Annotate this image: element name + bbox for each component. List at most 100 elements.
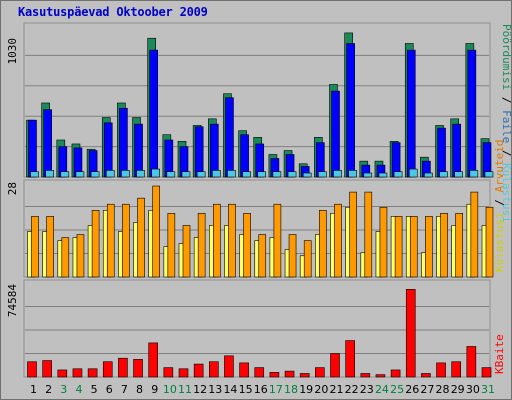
bars-layer [26, 32, 494, 378]
bar-kulastusi-top [287, 171, 297, 178]
y-max-label-middle: 28 [6, 182, 19, 195]
bar-kulastusi-top [408, 168, 418, 178]
bar-faile [467, 49, 477, 178]
legend-bottom: KBaite [493, 334, 506, 374]
bar-kbaite [451, 361, 462, 378]
x-tick-label: 9 [151, 383, 158, 396]
bar-arvuteid [228, 203, 236, 278]
x-tick-label: 27 [420, 383, 434, 396]
bar-arvuteid [76, 234, 85, 278]
bar-kbaite [133, 359, 143, 378]
bar-arvuteid [46, 216, 54, 278]
x-tick-label: 12 [193, 383, 207, 396]
x-tick-label: 6 [106, 383, 113, 396]
bar-kbaite [193, 363, 204, 378]
bar-kbaite [466, 346, 477, 378]
bar-kbaite [421, 373, 431, 378]
legend-top: Pöördumisi / Faile / Külastusi [500, 24, 512, 223]
x-tick-label: 3 [60, 383, 67, 396]
bar-kbaite [284, 370, 295, 378]
bar-kulastusi-top [348, 170, 357, 178]
bar-faile [43, 109, 52, 178]
bar-kulastusi-top [424, 172, 433, 178]
bar-kbaite [299, 373, 310, 378]
x-tick-label: 18 [284, 383, 298, 396]
legend-separator: / [500, 143, 512, 163]
bar-arvuteid [91, 209, 100, 278]
x-tick-label: 21 [330, 383, 344, 396]
legend-item: Külastusi [500, 163, 512, 223]
bar-kulastusi-top [318, 171, 327, 178]
bar-kbaite [390, 369, 401, 378]
y-max-label-bottom: 74584 [6, 284, 19, 317]
bar-kulastusi-top [439, 171, 448, 178]
x-tick-label: 2 [45, 383, 52, 396]
bar-kbaite [239, 362, 249, 378]
bar-arvuteid [440, 213, 448, 278]
bar-kbaite [315, 367, 325, 378]
bar-kulastusi-top [469, 170, 479, 178]
x-tick-label: 22 [345, 383, 359, 396]
bar-arvuteid [182, 225, 191, 278]
bar-arvuteid [61, 237, 70, 278]
y-max-label-top: 1030 [6, 38, 19, 65]
bar-kulastusi-top [45, 170, 54, 178]
bar-faile [406, 49, 416, 178]
bar-kbaite [405, 289, 416, 378]
bar-arvuteid [273, 203, 282, 278]
bar-kbaite [254, 367, 265, 378]
bar-faile [240, 134, 249, 178]
bar-kbaite [330, 353, 340, 378]
bar-arvuteid [288, 234, 297, 278]
bar-arvuteid [31, 216, 39, 278]
bar-kulastusi-top [151, 168, 160, 178]
panel-bottom-background [23, 279, 491, 378]
x-tick-label: 15 [239, 383, 253, 396]
bar-arvuteid [137, 197, 145, 278]
x-tick-label: 19 [299, 383, 313, 396]
x-tick-label: 28 [436, 383, 450, 396]
bar-arvuteid [122, 203, 130, 278]
bar-faile [149, 49, 158, 178]
bar-arvuteid [425, 216, 433, 278]
bar-arvuteid [364, 191, 373, 278]
x-tick-label: 26 [405, 383, 419, 396]
bar-arvuteid [197, 213, 206, 278]
bar-kulastusi-top [378, 172, 388, 178]
x-tick-label: 11 [178, 383, 192, 396]
bar-kbaite [87, 368, 98, 378]
x-tick-label: 25 [390, 383, 404, 396]
x-tick-label: 14 [223, 383, 237, 396]
bar-faile [28, 119, 37, 178]
legend-separator: / [493, 193, 506, 213]
legend-middle: Külastusi / Arvuteid [493, 140, 506, 272]
bar-kulastusi-top [257, 171, 267, 178]
bar-kulastusi-top [333, 170, 342, 178]
bar-kbaite [72, 368, 83, 378]
x-tick-label: 17 [269, 383, 283, 396]
bar-kulastusi-top [242, 171, 251, 178]
bar-arvuteid [379, 206, 388, 278]
bar-kbaite [481, 367, 492, 378]
bar-kbaite [57, 369, 68, 378]
bar-kulastusi-top [302, 172, 312, 178]
bar-faile [346, 43, 355, 178]
bar-kbaite [360, 373, 371, 378]
bar-kulastusi-top [393, 171, 403, 178]
bar-kbaite [269, 371, 280, 378]
bar-kbaite [436, 362, 446, 378]
x-tick-label: 31 [481, 383, 495, 396]
bar-kulastusi-top [75, 171, 85, 178]
bar-kbaite [224, 355, 234, 378]
bar-kbaite [27, 361, 37, 378]
bar-faile [103, 122, 113, 178]
legend-item: Faile [500, 110, 512, 143]
bar-arvuteid [455, 213, 464, 278]
bar-faile [119, 107, 128, 178]
x-tick-label: 20 [314, 383, 328, 396]
bar-arvuteid [394, 216, 403, 278]
bar-kulastusi-top [227, 170, 236, 178]
x-tick-label: 10 [163, 383, 177, 396]
